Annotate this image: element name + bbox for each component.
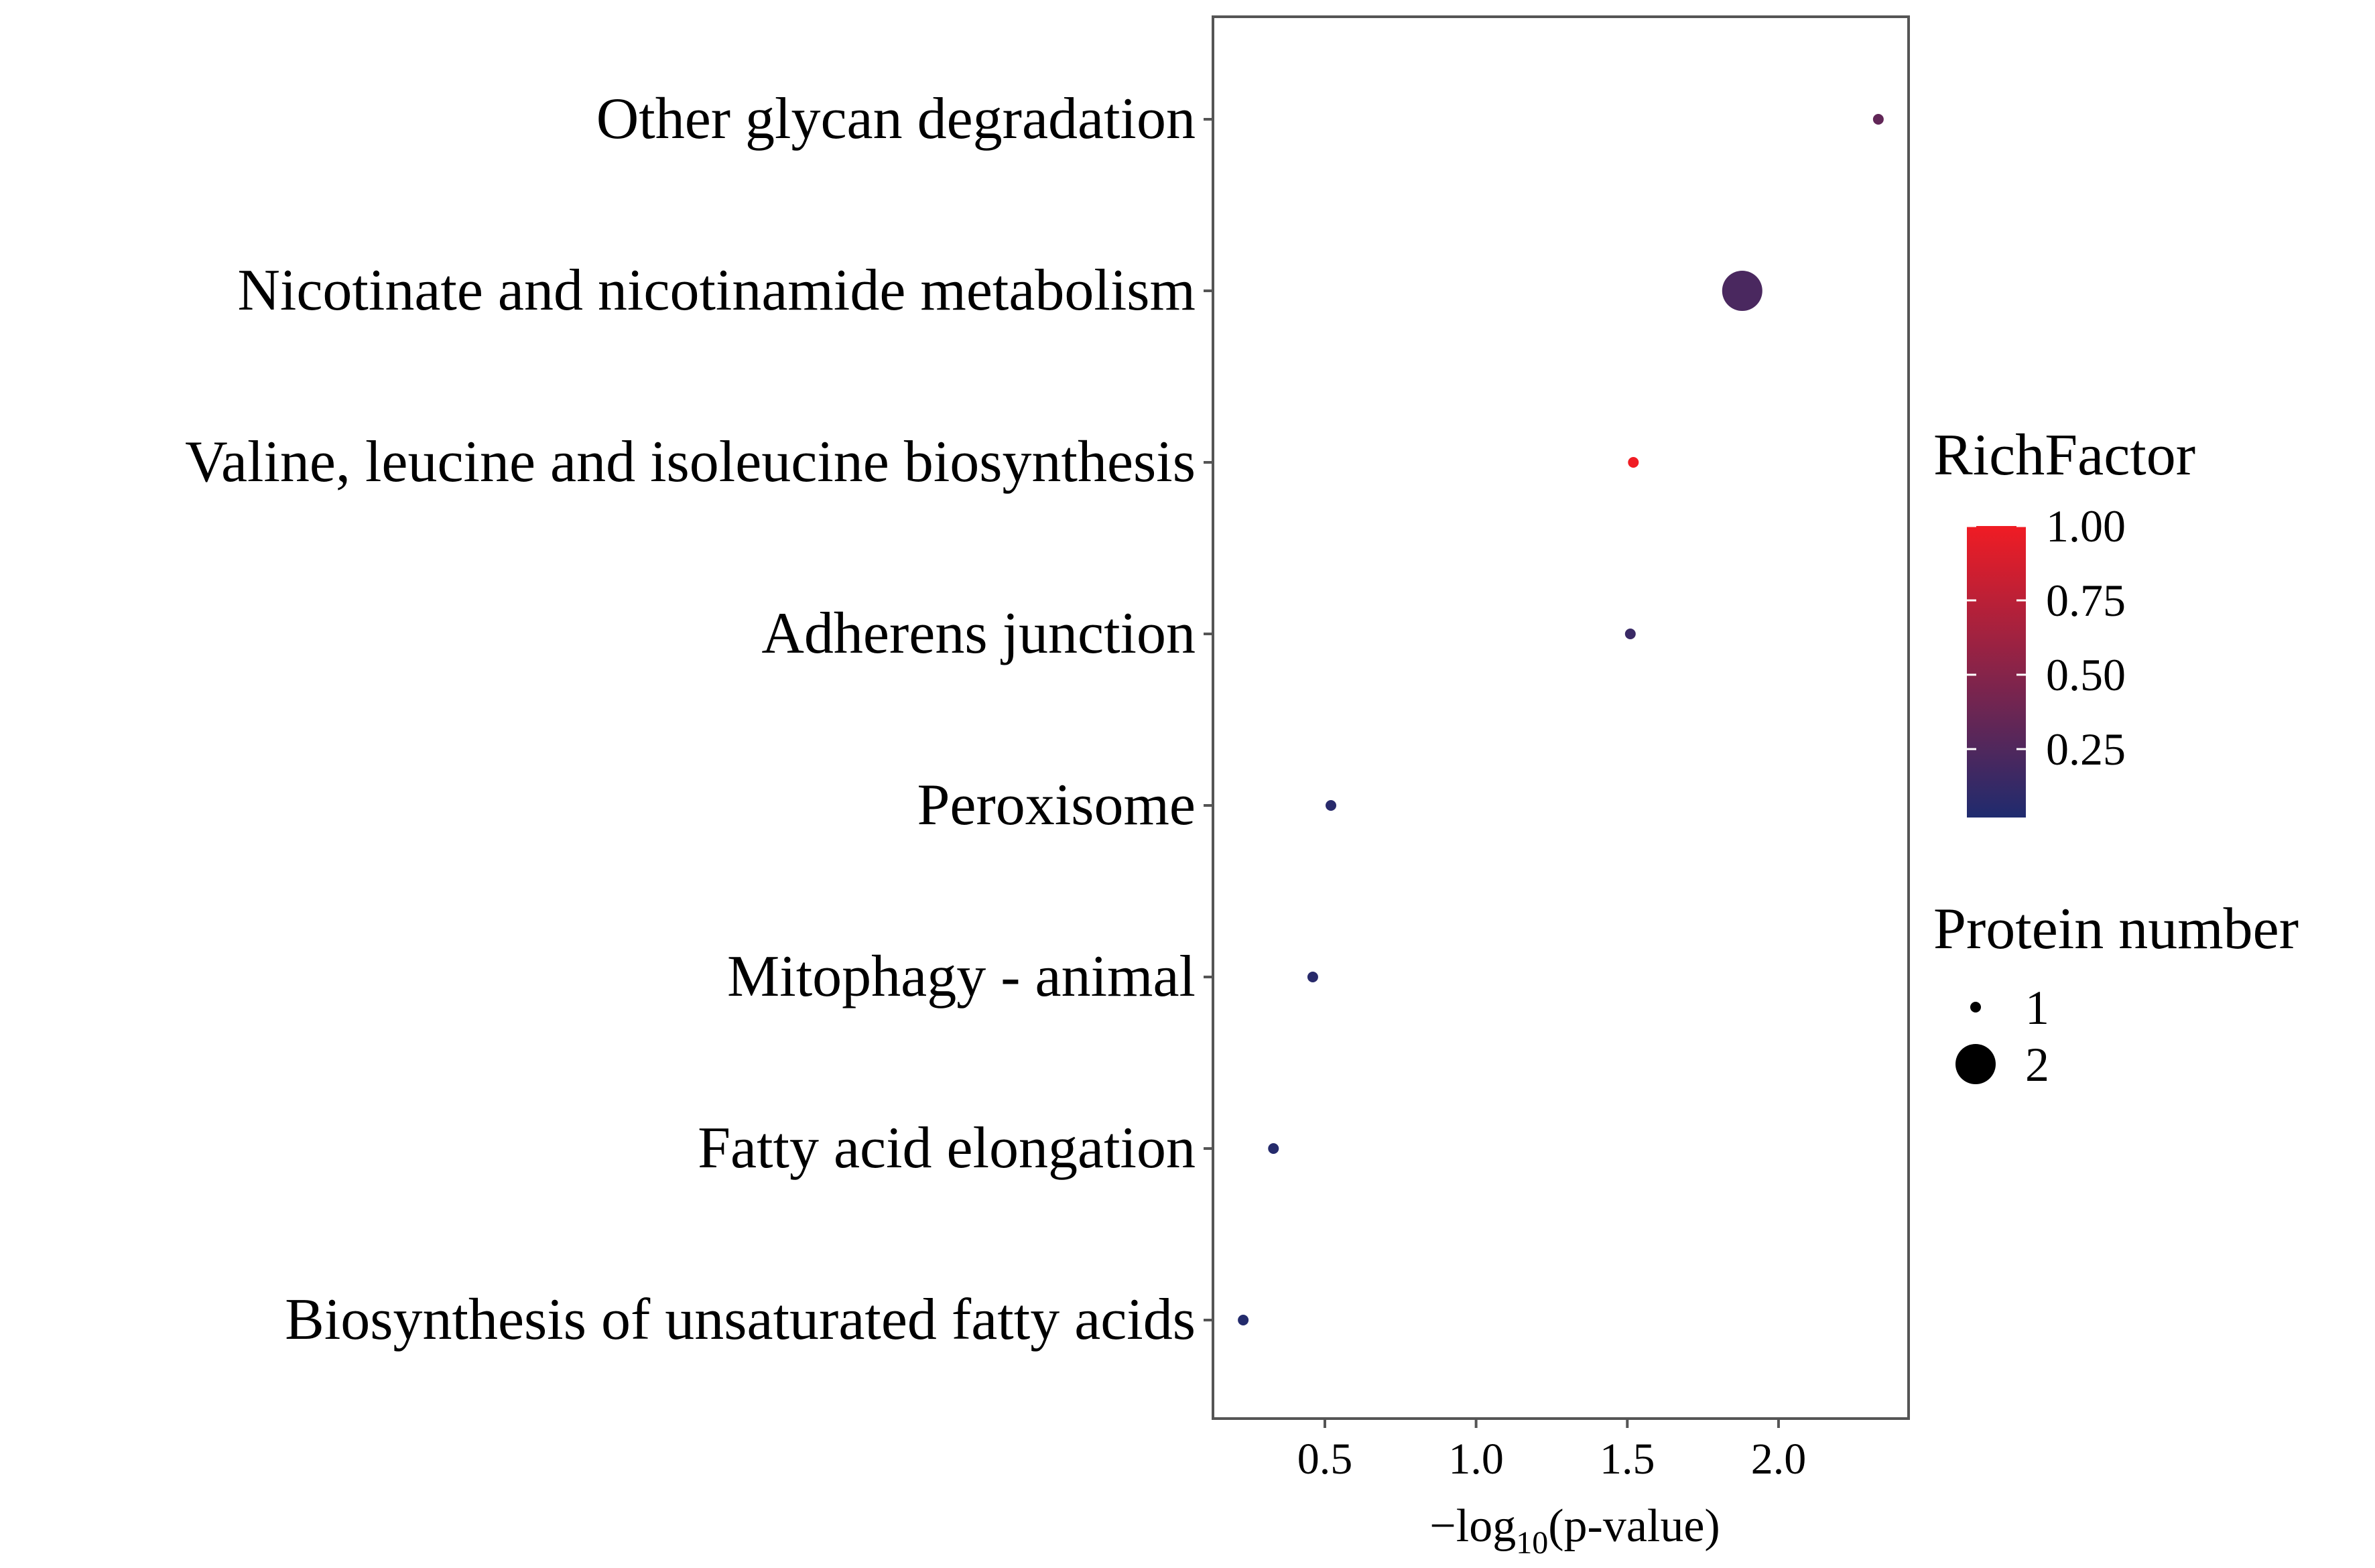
y-tick-label: Mitophagy - animal (727, 944, 1196, 1009)
color-legend: RichFactor 0.25 0.50 0.75 1.00 (1933, 423, 2195, 818)
x-axis-title-subscript: 10 (1516, 1525, 1548, 1561)
y-axis: Other glycan degradation Nicotinate and n… (185, 86, 1213, 1352)
data-point (1872, 114, 1884, 125)
x-tick-label: 1.5 (1600, 1435, 1655, 1484)
data-point (1307, 972, 1318, 982)
y-tick-label: Valine, leucine and isoleucine biosynthe… (185, 430, 1196, 495)
color-legend-ticks: 0.25 0.50 0.75 1.00 (1967, 501, 2126, 775)
y-tick-label: Other glycan degradation (596, 86, 1196, 151)
x-axis-title: −log10(p-value) (1429, 1500, 1720, 1561)
color-legend-tick-label: 0.25 (2046, 724, 2126, 775)
y-tick-label: Fatty acid elongation (698, 1116, 1196, 1181)
data-point (1722, 271, 1762, 311)
data-point (1238, 1315, 1249, 1325)
size-legend-label: 2 (2025, 1038, 2049, 1092)
color-legend-title: RichFactor (1933, 423, 2195, 488)
data-point (1628, 457, 1639, 468)
color-legend-tick-label: 1.00 (2046, 501, 2126, 551)
y-tick-label: Biosynthesis of unsaturated fatty acids (285, 1287, 1196, 1352)
x-tick-label: 0.5 (1297, 1435, 1353, 1484)
data-points (1238, 114, 1884, 1325)
y-tick-label: Adherens junction (761, 601, 1196, 666)
x-axis-title-prefix: −log (1429, 1500, 1516, 1552)
size-legend-label: 1 (2025, 981, 2049, 1035)
x-tick-label: 2.0 (1751, 1435, 1807, 1484)
y-tick-label: Nicotinate and nicotinamide metabolism (237, 258, 1196, 323)
size-legend: Protein number 12 (1933, 897, 2299, 1092)
color-legend-bar (1967, 526, 2026, 818)
plot-panel (1212, 15, 1910, 1420)
y-tick-label: Peroxisome (917, 773, 1196, 838)
x-axis-title-suffix: (p-value) (1548, 1500, 1720, 1552)
size-legend-key (1970, 1002, 1981, 1012)
x-axis: 0.5 1.0 1.5 2.0 (1297, 1419, 1806, 1484)
size-legend-keys: 12 (1955, 981, 2049, 1092)
size-legend-key (1955, 1044, 1996, 1084)
color-legend-tick-label: 0.75 (2046, 575, 2126, 626)
data-point (1326, 800, 1337, 811)
color-legend-tick-label: 0.50 (2046, 649, 2126, 700)
data-point (1624, 629, 1636, 639)
x-tick-label: 1.0 (1448, 1435, 1504, 1484)
data-point (1268, 1143, 1279, 1154)
size-legend-title: Protein number (1933, 897, 2299, 962)
